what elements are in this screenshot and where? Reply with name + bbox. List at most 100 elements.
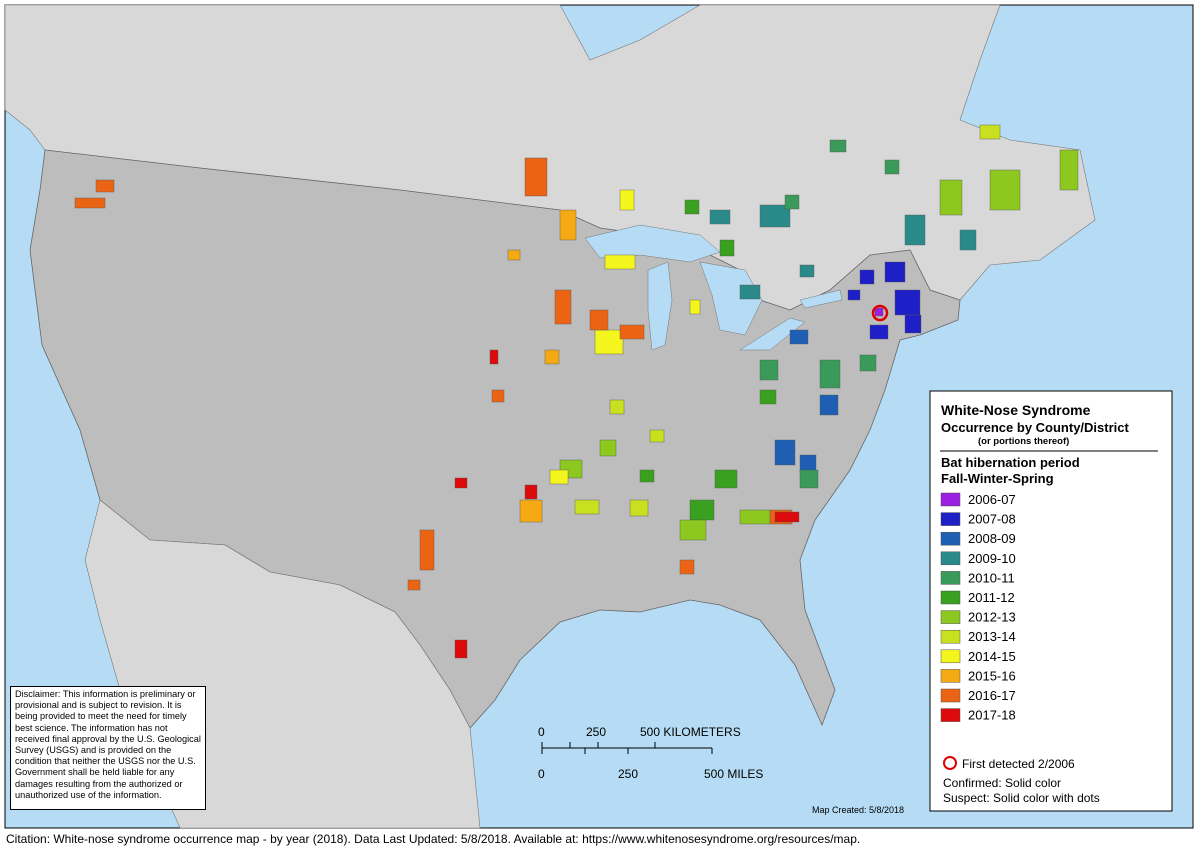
occurrence-area: [559, 209, 577, 241]
occurrence-area: [894, 289, 921, 316]
occurrence-area: [684, 199, 700, 215]
legend-note: (or portions thereof): [978, 436, 1069, 447]
legend-swatch: [940, 512, 961, 526]
occurrence-area: [407, 579, 421, 591]
occurrence-area: [524, 157, 548, 197]
occurrence-area: [859, 354, 877, 372]
occurrence-area: [859, 269, 875, 285]
map: 0 250 500 KILOMETERS 0 250 500 MILES Map…: [4, 4, 1194, 829]
occurrence-area: [544, 349, 560, 365]
occurrence-area: [709, 209, 731, 225]
occurrence-area: [689, 499, 715, 521]
occurrence-area: [419, 529, 435, 571]
occurrence-area: [74, 197, 106, 209]
legend-label: 2015-16: [968, 668, 1016, 683]
lake-huron: [699, 261, 763, 336]
legend-swatch: [940, 571, 961, 585]
occurrence-area: [869, 324, 889, 340]
legend-label: 2006-07: [968, 492, 1016, 507]
occurrence-area: [604, 254, 636, 270]
occurrence-area: [759, 359, 779, 381]
citation: Citation: White-nose syndrome occurrence…: [6, 832, 861, 846]
legend-label: 2010-11: [968, 570, 1015, 585]
occurrence-area: [739, 509, 771, 525]
legend-swatch: [940, 688, 961, 703]
occurrence-area: [519, 499, 543, 523]
occurrence-area: [524, 484, 538, 500]
occurrence-area: [589, 309, 609, 331]
legend-label: 2014-15: [968, 649, 1016, 664]
occurrence-area: [874, 307, 884, 317]
occurrence-area: [959, 229, 977, 251]
legend-swatch: [940, 492, 961, 507]
lake-ontario: [799, 289, 843, 309]
legend-swatch: [940, 551, 961, 566]
occurrence-area: [599, 439, 617, 457]
occurrence-area: [939, 179, 963, 216]
legend-swatch: [940, 629, 961, 644]
legend-label: 2012-13: [968, 610, 1016, 625]
legend-label: 2008-09: [968, 531, 1016, 546]
occurrence-area: [759, 204, 791, 228]
occurrence-area: [679, 559, 695, 575]
occurrence-area: [789, 329, 809, 345]
legend-swatch: [940, 610, 961, 624]
occurrence-areas: [74, 124, 1079, 659]
occurrence-area: [774, 439, 796, 466]
occurrence-area: [904, 314, 922, 334]
lake-erie: [739, 317, 806, 351]
scale-km-label: 500 KILOMETERS: [640, 725, 741, 739]
occurrence-area: [454, 477, 468, 489]
legend-swatch: [940, 531, 961, 546]
legend-title: White-Nose Syndrome: [941, 402, 1091, 418]
legend-period-subtitle: Fall-Winter-Spring: [941, 471, 1054, 486]
occurrence-area: [799, 264, 815, 278]
occurrence-area: [1059, 149, 1079, 191]
occurrence-area: [774, 511, 800, 523]
occurrence-area: [884, 261, 906, 283]
legend-label: 2017-18: [968, 708, 1016, 723]
occurrence-area: [979, 124, 1001, 140]
legend-box: [929, 390, 1173, 812]
scale-km-label: 0: [538, 725, 545, 739]
legend-entries: 2006-07 2007-08 2008-09 2009-10 2010-11 2011-…: [940, 492, 1016, 723]
legend-swatch: [940, 708, 961, 722]
first-detected-marker: [871, 304, 889, 322]
legend-suspect: Suspect: Solid color with dots: [943, 791, 1100, 805]
legend-label: 2016-17: [968, 688, 1016, 703]
occurrence-area: [739, 284, 761, 300]
legend-confirmed: Confirmed: Solid color: [943, 776, 1061, 790]
legend-first-detected: First detected 2/2006: [962, 757, 1075, 771]
occurrence-area: [454, 639, 468, 659]
disclaimer: Disclaimer: This information is prelimin…: [10, 686, 206, 810]
legend-label: 2011-12: [968, 590, 1015, 605]
occurrence-area: [609, 399, 625, 415]
occurrence-area: [689, 299, 701, 315]
legend-label: 2013-14: [968, 629, 1016, 644]
occurrence-area: [679, 519, 707, 541]
occurrence-area: [95, 179, 115, 193]
occurrence-area: [649, 429, 665, 443]
occurrence-area: [759, 389, 777, 405]
scale-mile-label: 250: [618, 767, 638, 781]
lake-michigan: [647, 261, 673, 351]
occurrence-area: [719, 239, 735, 257]
occurrence-area: [619, 324, 645, 340]
occurrence-area: [549, 469, 569, 485]
scale-km-label: 250: [586, 725, 606, 739]
occurrence-area: [784, 194, 800, 210]
legend-swatch: [940, 649, 961, 664]
legend-swatch: [940, 669, 961, 683]
occurrence-area: [799, 469, 819, 489]
occurrence-area: [639, 469, 655, 483]
occurrence-area: [904, 214, 926, 246]
occurrence-area: [507, 249, 521, 261]
occurrence-area: [574, 499, 600, 515]
occurrence-area: [989, 169, 1021, 211]
occurrence-area: [819, 359, 841, 389]
occurrence-area: [554, 289, 572, 325]
occurrence-area: [884, 159, 900, 175]
occurrence-area: [491, 389, 505, 403]
map-created: Map Created: 5/8/2018: [812, 805, 904, 815]
